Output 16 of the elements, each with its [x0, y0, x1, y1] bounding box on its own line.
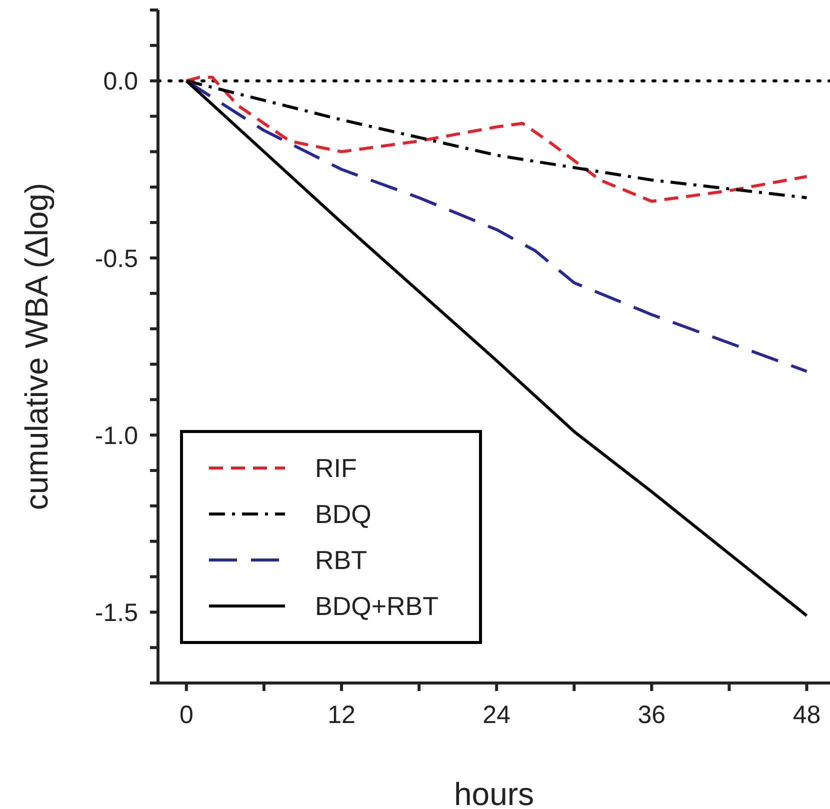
x-axis-title: hours [454, 776, 534, 809]
x-tick-label: 0 [179, 700, 194, 729]
x-tick-label: 24 [482, 700, 511, 729]
x-tick-label: 48 [792, 700, 821, 729]
x-tick-label: 36 [638, 700, 666, 729]
y-tick-label: 0.0 [103, 68, 138, 96]
y-tick-label: -1.5 [94, 599, 138, 628]
y-tick-label: -1.0 [94, 422, 138, 450]
line-series [184, 79, 808, 373]
y-tick-label: -0.5 [94, 244, 138, 273]
y-axis-title: cumulative WBA (Δlog) [18, 182, 54, 510]
x-tick-label: 12 [328, 700, 356, 729]
legend-label: RIF [315, 452, 357, 484]
legend-label: BDQ+RBT [315, 590, 439, 622]
legend-label: BDQ [315, 498, 372, 530]
legend-label: RBT [315, 544, 367, 576]
